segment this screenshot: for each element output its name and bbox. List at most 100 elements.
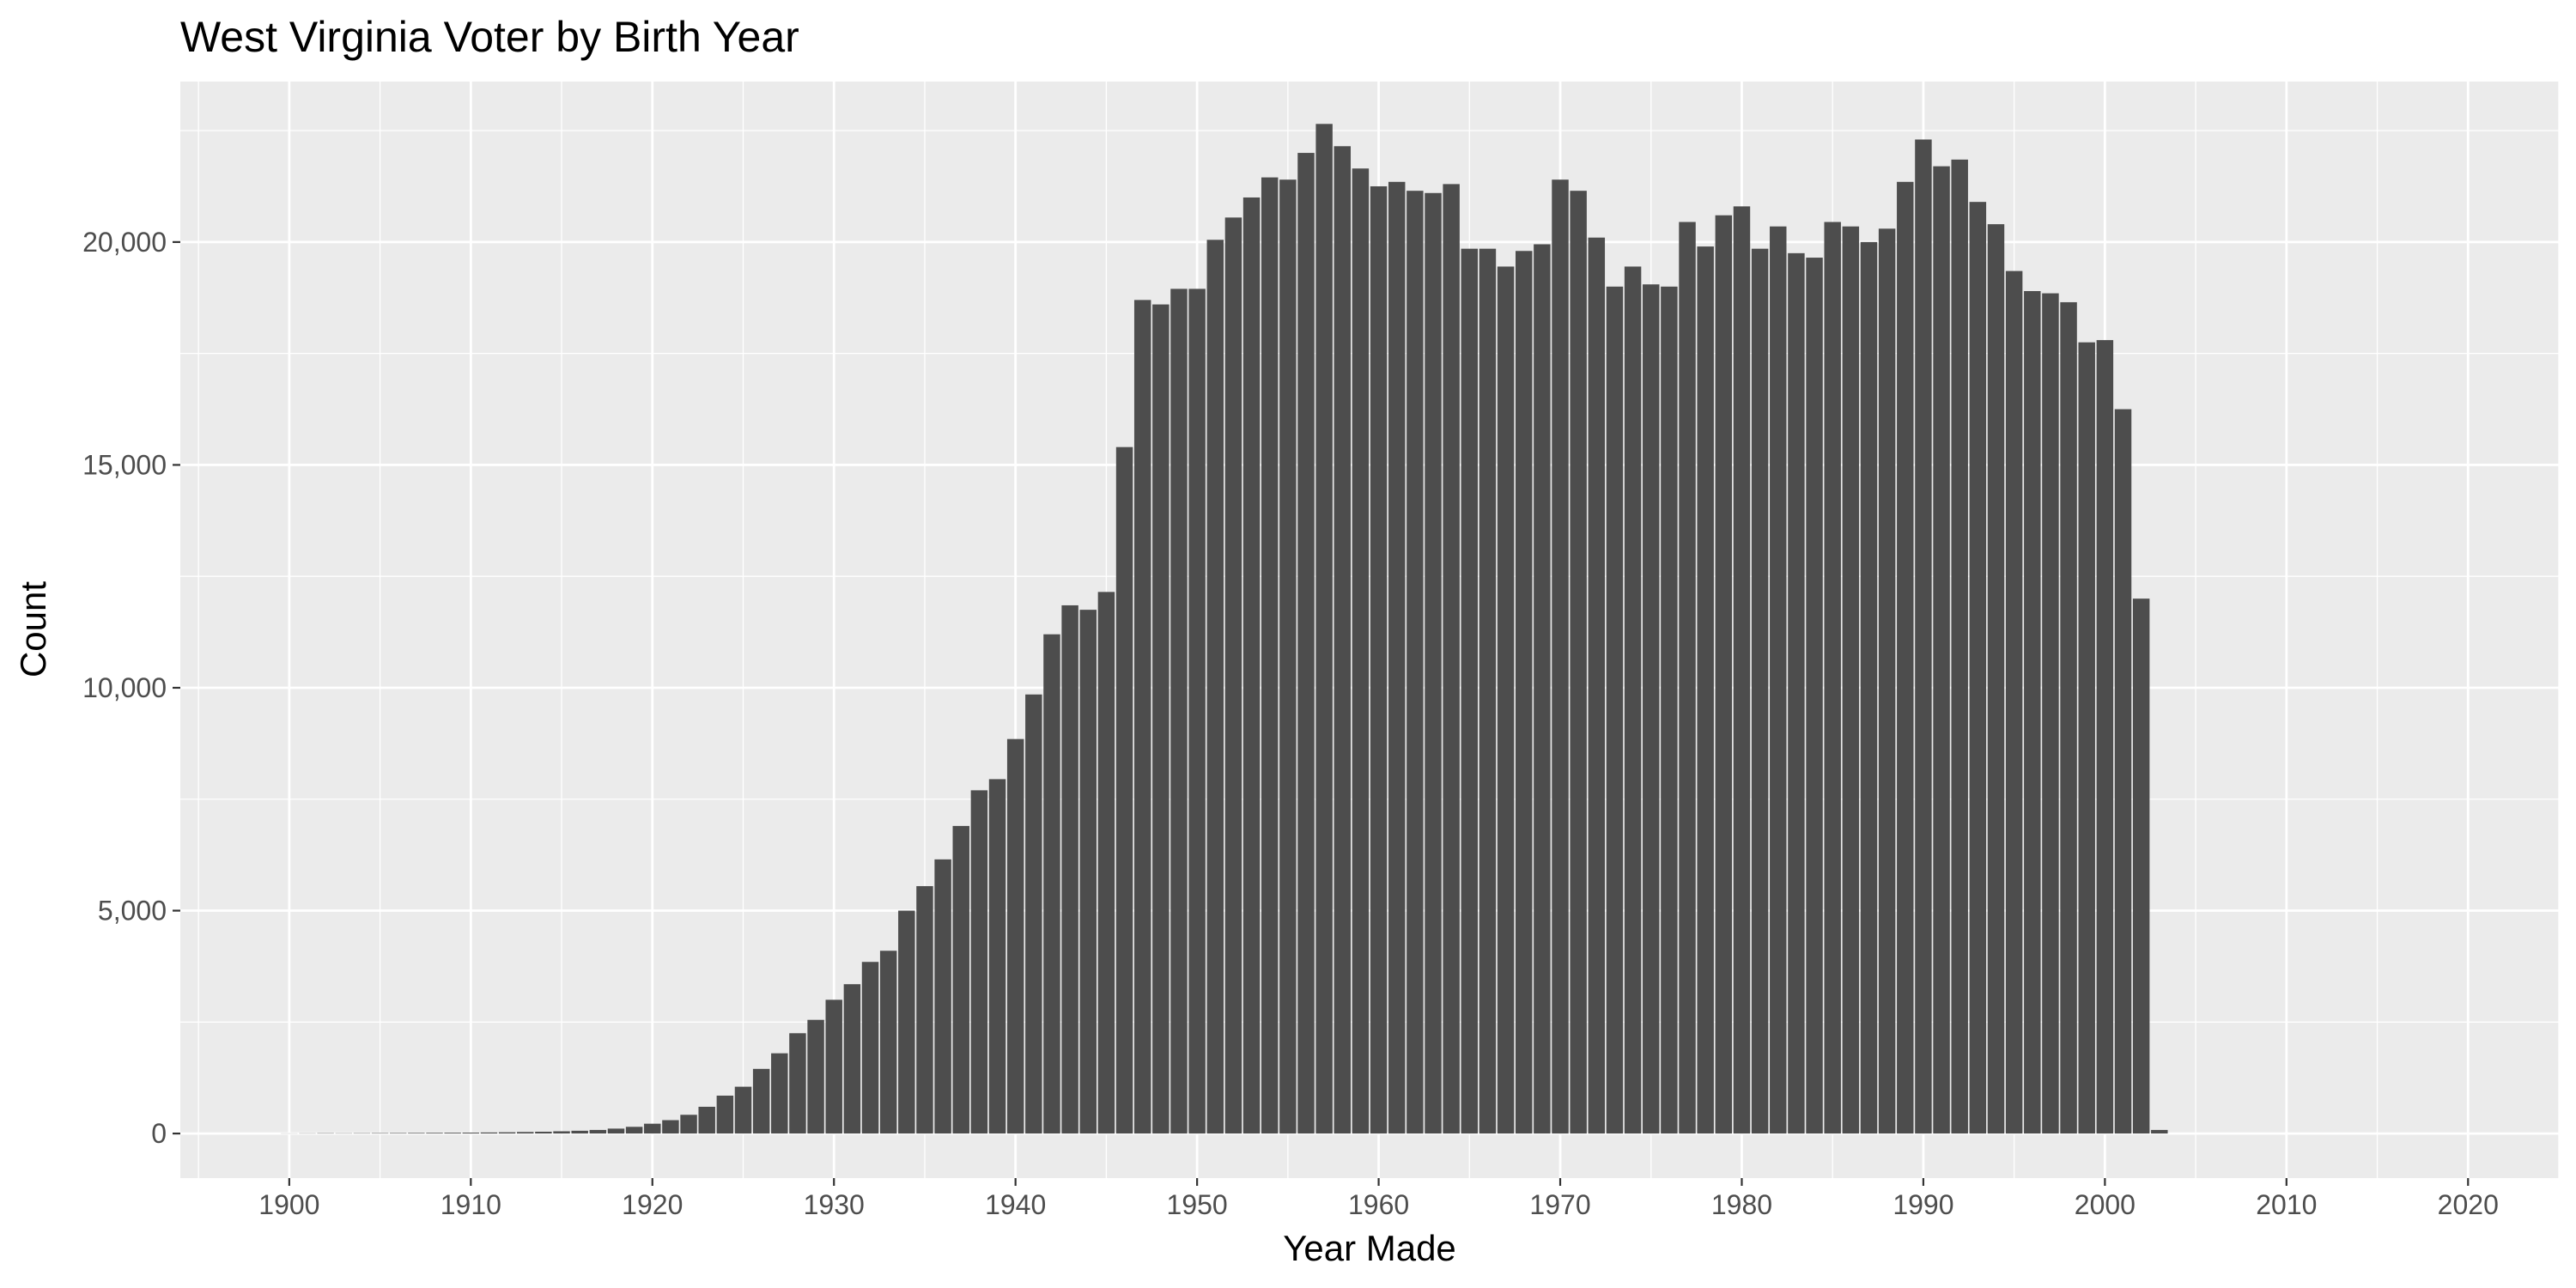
bar-1979	[1715, 215, 1733, 1134]
bar-1949	[1170, 289, 1188, 1134]
bar-1960	[1370, 185, 1388, 1134]
bar-1971	[1570, 191, 1587, 1134]
bar-1984	[1806, 258, 1823, 1134]
bar-1967	[1497, 266, 1515, 1134]
bar-1925	[734, 1086, 752, 1134]
bar-1952	[1224, 217, 1242, 1134]
y-tick-label: 20,000	[82, 227, 167, 258]
bar-1977	[1679, 222, 1696, 1134]
bar-1945	[1097, 592, 1115, 1134]
plot-panel-background	[180, 82, 2559, 1178]
bar-1995	[2005, 270, 2023, 1134]
chart-title: West Virginia Voter by Birth Year	[180, 13, 799, 61]
x-axis: 1900 1910 1920 1930 1940 1950 1960 1970 1980 1990…	[258, 1178, 2499, 1220]
bar-1966	[1479, 248, 1497, 1134]
bar-1939	[988, 779, 1006, 1134]
bar-1992	[1951, 159, 1968, 1134]
bar-1944	[1079, 610, 1097, 1134]
x-tick-label: 1930	[804, 1189, 865, 1220]
x-tick-label: 1900	[258, 1189, 319, 1220]
x-tick-label: 2000	[2075, 1189, 2136, 1220]
minor-gridlines	[180, 82, 2560, 1178]
bar-1983	[1788, 252, 1805, 1134]
bar-1970	[1552, 179, 1569, 1134]
x-tick-label: 1980	[1711, 1189, 1772, 1220]
bar-1915	[553, 1131, 570, 1134]
x-tick-label: 1920	[622, 1189, 683, 1220]
bar-1987	[1860, 241, 1878, 1134]
bar-1958	[1334, 146, 1352, 1134]
bar-1932	[861, 962, 879, 1134]
bar-1950	[1188, 289, 1206, 1134]
x-tick-label: 2020	[2438, 1189, 2499, 1220]
bar-1905	[371, 1133, 389, 1134]
bar-1988	[1878, 228, 1896, 1134]
x-axis-title: Year Made	[1283, 1228, 1456, 1268]
bar-2000	[2096, 340, 2114, 1134]
bar-1968	[1516, 251, 1533, 1134]
bar-1962	[1406, 191, 1424, 1134]
bar-1921	[662, 1120, 679, 1134]
bar-1998	[2060, 301, 2077, 1134]
y-tick-label: 5,000	[98, 896, 167, 927]
bar-1923	[698, 1106, 715, 1134]
bar-1991	[1933, 166, 1950, 1134]
bar-1976	[1661, 286, 1678, 1134]
bar-1993	[1969, 202, 1987, 1134]
x-tick-label: 1910	[440, 1189, 501, 1220]
bar-1933	[879, 951, 897, 1134]
y-tick-label: 0	[151, 1118, 167, 1149]
bar-1972	[1588, 237, 1606, 1134]
y-tick-label: 15,000	[82, 449, 167, 480]
bar-1969	[1534, 244, 1551, 1134]
x-tick-label: 1990	[1893, 1189, 1953, 1220]
bar-1943	[1061, 605, 1078, 1134]
bars-group	[281, 124, 2168, 1134]
bar-1942	[1043, 634, 1060, 1134]
bar-1964	[1443, 184, 1460, 1134]
bar-1919	[625, 1127, 643, 1134]
bar-1951	[1206, 240, 1224, 1134]
bar-1997	[2042, 293, 2059, 1134]
bar-1928	[789, 1033, 806, 1134]
bar-1938	[970, 790, 988, 1134]
bar-1974	[1624, 266, 1642, 1134]
bar-1920	[644, 1123, 661, 1134]
x-tick-label: 2010	[2256, 1189, 2317, 1220]
bar-1929	[807, 1019, 824, 1134]
bar-1990	[1915, 139, 1932, 1134]
y-axis-title: Count	[13, 581, 53, 677]
bar-1946	[1115, 447, 1133, 1134]
bar-1973	[1606, 286, 1624, 1134]
bar-1930	[825, 999, 842, 1134]
bar-2003	[2151, 1129, 2168, 1134]
bar-1931	[843, 984, 861, 1134]
bar-1989	[1897, 181, 1914, 1134]
bar-1978	[1697, 246, 1714, 1134]
y-axis: 0 5,000 10,000 15,000 20,000	[82, 227, 180, 1149]
bar-1936	[934, 859, 951, 1134]
bar-1985	[1824, 222, 1841, 1134]
bar-1924	[716, 1095, 734, 1134]
bar-1999	[2078, 342, 2095, 1134]
bar-1937	[952, 825, 969, 1134]
bar-1981	[1751, 248, 1769, 1134]
bar-1975	[1643, 284, 1660, 1134]
bar-1913	[517, 1132, 534, 1134]
bar-1996	[2024, 290, 2041, 1134]
y-tick-label: 10,000	[82, 672, 167, 703]
bar-2002	[2132, 598, 2150, 1134]
bar-1914	[535, 1132, 552, 1134]
bar-1986	[1842, 226, 1860, 1134]
bar-1940	[1006, 738, 1024, 1134]
bar-1965	[1461, 248, 1479, 1134]
x-tick-label: 1960	[1348, 1189, 1409, 1220]
bar-1916	[571, 1130, 588, 1134]
bar-1963	[1425, 192, 1442, 1134]
bar-1948	[1152, 304, 1170, 1134]
bar-1934	[898, 910, 915, 1134]
bar-1982	[1770, 226, 1787, 1134]
bar-1980	[1733, 206, 1751, 1134]
